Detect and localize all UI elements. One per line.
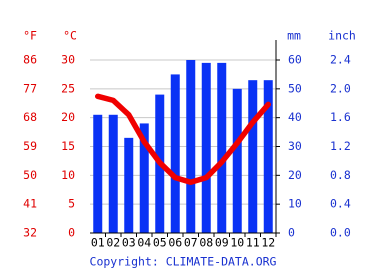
bar <box>139 123 149 233</box>
source: Copyright: CLIMATE-DATA.ORG <box>90 255 277 269</box>
bar <box>201 62 211 234</box>
inch-tick-label: 0.4 <box>330 197 351 211</box>
x-tick-label: 07 <box>184 236 198 250</box>
x-tick-label: 08 <box>199 236 213 250</box>
temperature-line <box>95 93 271 186</box>
bar <box>263 80 273 233</box>
inch-axis-label: inch <box>328 29 356 43</box>
f-tick-label: 68 <box>23 110 37 124</box>
f-tick-label: 77 <box>23 81 37 95</box>
mm-tick-label: 30 <box>288 139 302 153</box>
x-tick-label: 05 <box>153 236 167 250</box>
bar <box>186 60 196 233</box>
c-tick-label: 25 <box>61 81 75 95</box>
bar <box>248 80 258 233</box>
inch-tick-label: 1.2 <box>330 139 351 153</box>
bar <box>170 74 180 234</box>
f-tick-label: 59 <box>23 139 37 153</box>
c-axis-label: °C <box>63 29 77 43</box>
mm-tick-label: 0 <box>288 226 295 240</box>
x-tick-label: 04 <box>137 236 151 250</box>
x-tick-label: 03 <box>122 236 136 250</box>
bar <box>217 62 227 234</box>
x-tick-label: 02 <box>106 236 120 250</box>
c-tick-label: 20 <box>61 110 75 124</box>
bar <box>108 114 118 233</box>
inch-tick-label: 2.0 <box>330 81 351 95</box>
c-tick-label: 15 <box>61 139 75 153</box>
c-tick-label: 0 <box>68 226 75 240</box>
f-tick-label: 32 <box>23 226 37 240</box>
inch-tick-label: 0.8 <box>330 168 351 182</box>
x-tick-label: 12 <box>261 236 275 250</box>
f-tick-label: 86 <box>23 53 37 67</box>
inch-tick-label: 0.0 <box>330 226 351 240</box>
c-tick-label: 30 <box>61 53 75 67</box>
mm-tick-label: 60 <box>288 53 302 67</box>
mm-tick-label: 20 <box>288 168 302 182</box>
x-tick-label: 10 <box>230 236 244 250</box>
mm-tick-label: 50 <box>288 81 302 95</box>
x-tick-label: 06 <box>168 236 182 250</box>
f-tick-label: 41 <box>23 197 37 211</box>
mm-axis-label: mm <box>287 29 301 43</box>
mm-tick-label: 40 <box>288 110 302 124</box>
x-tick-label: 11 <box>246 236 260 250</box>
c-tick-label: 10 <box>61 168 75 182</box>
bar <box>124 137 134 233</box>
mm-tick-label: 10 <box>288 197 302 211</box>
f-axis-label: °F <box>23 29 37 43</box>
x-tick-label: 01 <box>91 236 105 250</box>
inch-tick-label: 1.6 <box>330 110 351 124</box>
bar <box>93 114 103 233</box>
c-tick-label: 5 <box>68 197 75 211</box>
bar <box>232 88 242 233</box>
inch-tick-label: 2.4 <box>330 53 351 67</box>
x-tick-label: 09 <box>215 236 229 250</box>
f-tick-label: 50 <box>23 168 37 182</box>
